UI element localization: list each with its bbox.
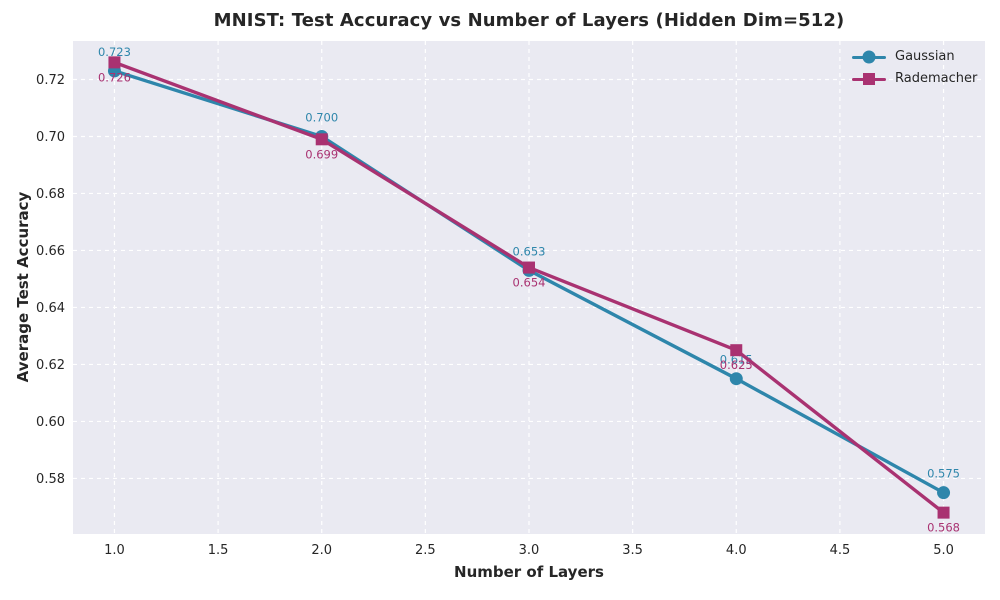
x-tick-label: 4.0	[726, 543, 747, 558]
point-label-rademacher: 0.568	[927, 521, 960, 535]
legend-item-gaussian[interactable]: Gaussian	[852, 47, 977, 67]
x-axis-title: Number of Layers	[454, 563, 604, 581]
circle-marker-icon	[862, 50, 876, 64]
y-axis-title: Average Test Accuracy	[14, 191, 32, 383]
x-tick-label: 2.0	[311, 543, 332, 558]
point-label-gaussian: 0.700	[305, 110, 338, 124]
x-tick-label: 1.0	[104, 543, 125, 558]
x-tick-label: 5.0	[933, 543, 954, 558]
point-label-gaussian: 0.653	[513, 244, 546, 258]
y-tick-label: 0.70	[36, 130, 65, 145]
x-tick-label: 2.5	[415, 543, 436, 558]
data-point-rademacher[interactable]	[523, 261, 535, 274]
chart-title: MNIST: Test Accuracy vs Number of Layers…	[213, 10, 845, 31]
y-tick-label: 0.66	[36, 244, 65, 259]
y-tick-label: 0.58	[36, 472, 65, 487]
y-tick-label: 0.72	[36, 73, 65, 88]
x-tick-label: 4.5	[830, 543, 851, 558]
gaussian-line-marker-swatch	[852, 50, 886, 64]
data-point-rademacher[interactable]	[315, 133, 328, 146]
legend-item-rademacher[interactable]: Rademacher	[852, 69, 977, 89]
legend: Gaussian Rademacher	[852, 47, 977, 89]
x-tick-label: 3.5	[622, 543, 643, 558]
y-tick-label: 0.62	[36, 358, 65, 373]
x-tick-label: 1.5	[208, 543, 229, 558]
y-tick-label: 0.68	[36, 187, 65, 202]
point-label-rademacher: 0.726	[98, 70, 131, 84]
data-point-gaussian[interactable]	[729, 372, 743, 386]
legend-label-rademacher: Rademacher	[895, 71, 978, 86]
square-marker-icon	[863, 73, 875, 85]
y-tick-label: 0.64	[36, 301, 65, 316]
rademacher-line-marker-swatch	[852, 72, 886, 86]
data-point-rademacher[interactable]	[730, 344, 743, 357]
y-tick-label: 0.60	[36, 415, 65, 430]
data-point-gaussian[interactable]	[937, 486, 951, 500]
point-label-rademacher: 0.625	[720, 358, 753, 372]
x-tick-label: 3.0	[519, 543, 540, 558]
point-label-rademacher: 0.654	[513, 276, 546, 290]
point-label-gaussian: 0.575	[927, 467, 960, 481]
point-label-rademacher: 0.699	[305, 147, 338, 161]
data-point-rademacher[interactable]	[108, 56, 121, 69]
data-point-rademacher[interactable]	[937, 506, 950, 519]
point-label-gaussian: 0.723	[98, 45, 131, 59]
legend-label-gaussian: Gaussian	[895, 49, 955, 64]
